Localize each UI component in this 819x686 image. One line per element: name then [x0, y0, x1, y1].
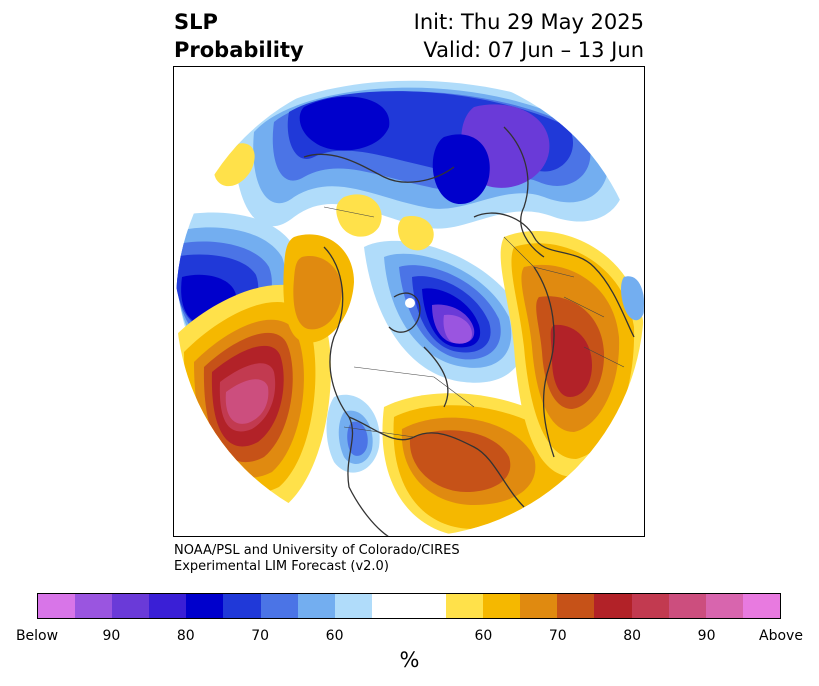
colorbar-segment: [334, 594, 372, 618]
colorbar-segment: [260, 594, 298, 618]
probability-contour: [336, 194, 382, 237]
colorbar-tick-label: 70: [548, 628, 567, 644]
colorbar-segment: [705, 594, 743, 618]
colorbar-segment: [520, 594, 558, 618]
colorbar-segment: [38, 594, 76, 618]
colorbar-tick-label: 60: [474, 628, 493, 644]
colorbar-tick-label: 60: [325, 628, 344, 644]
coastlines: [303, 126, 637, 536]
probability-contour: [550, 324, 592, 397]
colorbar-tick-label: Above: [759, 628, 803, 644]
probability-map: [173, 66, 645, 537]
polar-map-svg: [176, 69, 644, 536]
colorbar-unit: %: [399, 648, 420, 672]
colorbar-tick-label: 90: [102, 628, 121, 644]
colorbar-segment: [186, 594, 224, 618]
credit-text: NOAA/PSL and University of Colorado/CIRE…: [174, 543, 460, 575]
probability-field: [176, 69, 644, 536]
colorbar-segment: [75, 594, 113, 618]
colorbar-segment: [112, 594, 150, 618]
init-date: Init: Thu 29 May 2025: [413, 10, 644, 34]
colorbar: [37, 593, 781, 619]
probability-contour: [443, 314, 472, 344]
colorbar-segment: [742, 594, 780, 618]
colorbar-ticks: Below 90 80 70 60 60 70 80 90 Above: [0, 628, 819, 648]
colorbar-segment: [408, 594, 447, 618]
colorbar-segment: [557, 594, 595, 618]
colorbar-segment: [297, 594, 335, 618]
colorbar-segment: [446, 594, 484, 618]
credit-line-1: NOAA/PSL and University of Colorado/CIRE…: [174, 543, 460, 558]
probability-contour: [432, 134, 490, 205]
colorbar-tick-label: 80: [623, 628, 642, 644]
valid-range: Valid: 07 Jun – 13 Jun: [423, 38, 644, 62]
colorbar-segment: [594, 594, 632, 618]
probability-contour: [397, 216, 434, 251]
date-info: Init: Thu 29 May 2025 Valid: 07 Jun – 13…: [414, 8, 644, 64]
probability-contour: [409, 430, 511, 492]
title-line-1: SLP: [174, 10, 218, 34]
title-line-2: Probability: [174, 38, 304, 62]
map-title: SLP Probability: [174, 8, 304, 64]
colorbar-tick-label: 90: [697, 628, 716, 644]
colorbar-segment: [149, 594, 187, 618]
colorbar-tick-label: 80: [176, 628, 195, 644]
probability-contour: [293, 256, 342, 330]
probability-contour: [299, 96, 390, 151]
credit-line-2: Experimental LIM Forecast (v2.0): [174, 559, 389, 574]
colorbar-segment: [223, 594, 261, 618]
colorbar-segment: [631, 594, 669, 618]
colorbar-tick-label: Below: [15, 628, 59, 644]
colorbar-tick-label: 70: [251, 628, 270, 644]
colorbar-segment: [483, 594, 521, 618]
probability-contour: [225, 379, 269, 424]
colorbar-segment: [371, 594, 409, 618]
colorbar-segment: [668, 594, 706, 618]
probability-contour: [621, 276, 644, 321]
borders: [323, 206, 625, 438]
